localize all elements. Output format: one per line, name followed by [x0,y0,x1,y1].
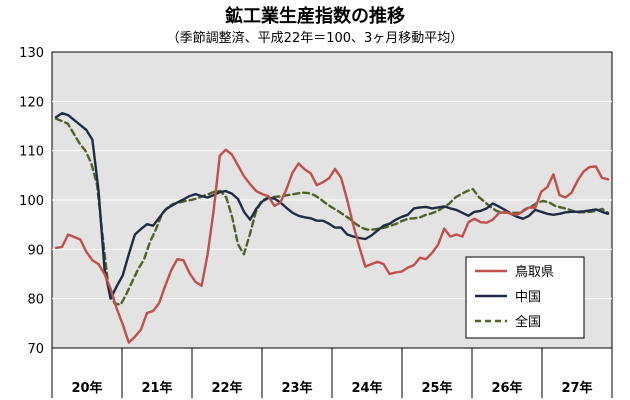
y-tick-label: 80 [27,293,44,308]
series-line-3 [54,117,610,306]
y-tick-label: 120 [19,95,44,110]
chart-title: 鉱工業生産指数の推移 [225,6,405,27]
series-line-2 [54,111,610,300]
x-tick-label: 20年 [71,380,102,396]
x-tick-label: 24年 [351,380,382,396]
chart-subtitle: （季節調整済、平成22年＝100、3ヶ月移動平均） [166,31,464,46]
x-tick-label: 27年 [561,380,592,396]
y-tick-label: 100 [19,194,44,209]
x-axis: 20年 21年 22年 23年 24年 25年 26年 27年 [51,348,613,398]
x-tick-label: 25年 [421,380,452,396]
legend-label: 中国 [515,290,541,305]
x-tick-label: 21年 [141,380,172,396]
y-axis-tick-labels: 70 80 90 100 110 120 130 [19,46,44,357]
y-tick-label: 110 [19,145,44,160]
y-tick-label: 130 [19,46,44,61]
series-line-1 [54,148,610,344]
y-tick-label: 70 [27,342,44,357]
legend-label: 鳥取県 [515,265,554,280]
y-tick-label: 90 [27,243,44,258]
x-tick-label: 23年 [281,380,312,396]
x-tick-label: 22年 [211,380,242,396]
x-tick-label: 26年 [491,380,522,396]
legend-label: 全国 [515,314,541,330]
series-lines [54,111,610,344]
